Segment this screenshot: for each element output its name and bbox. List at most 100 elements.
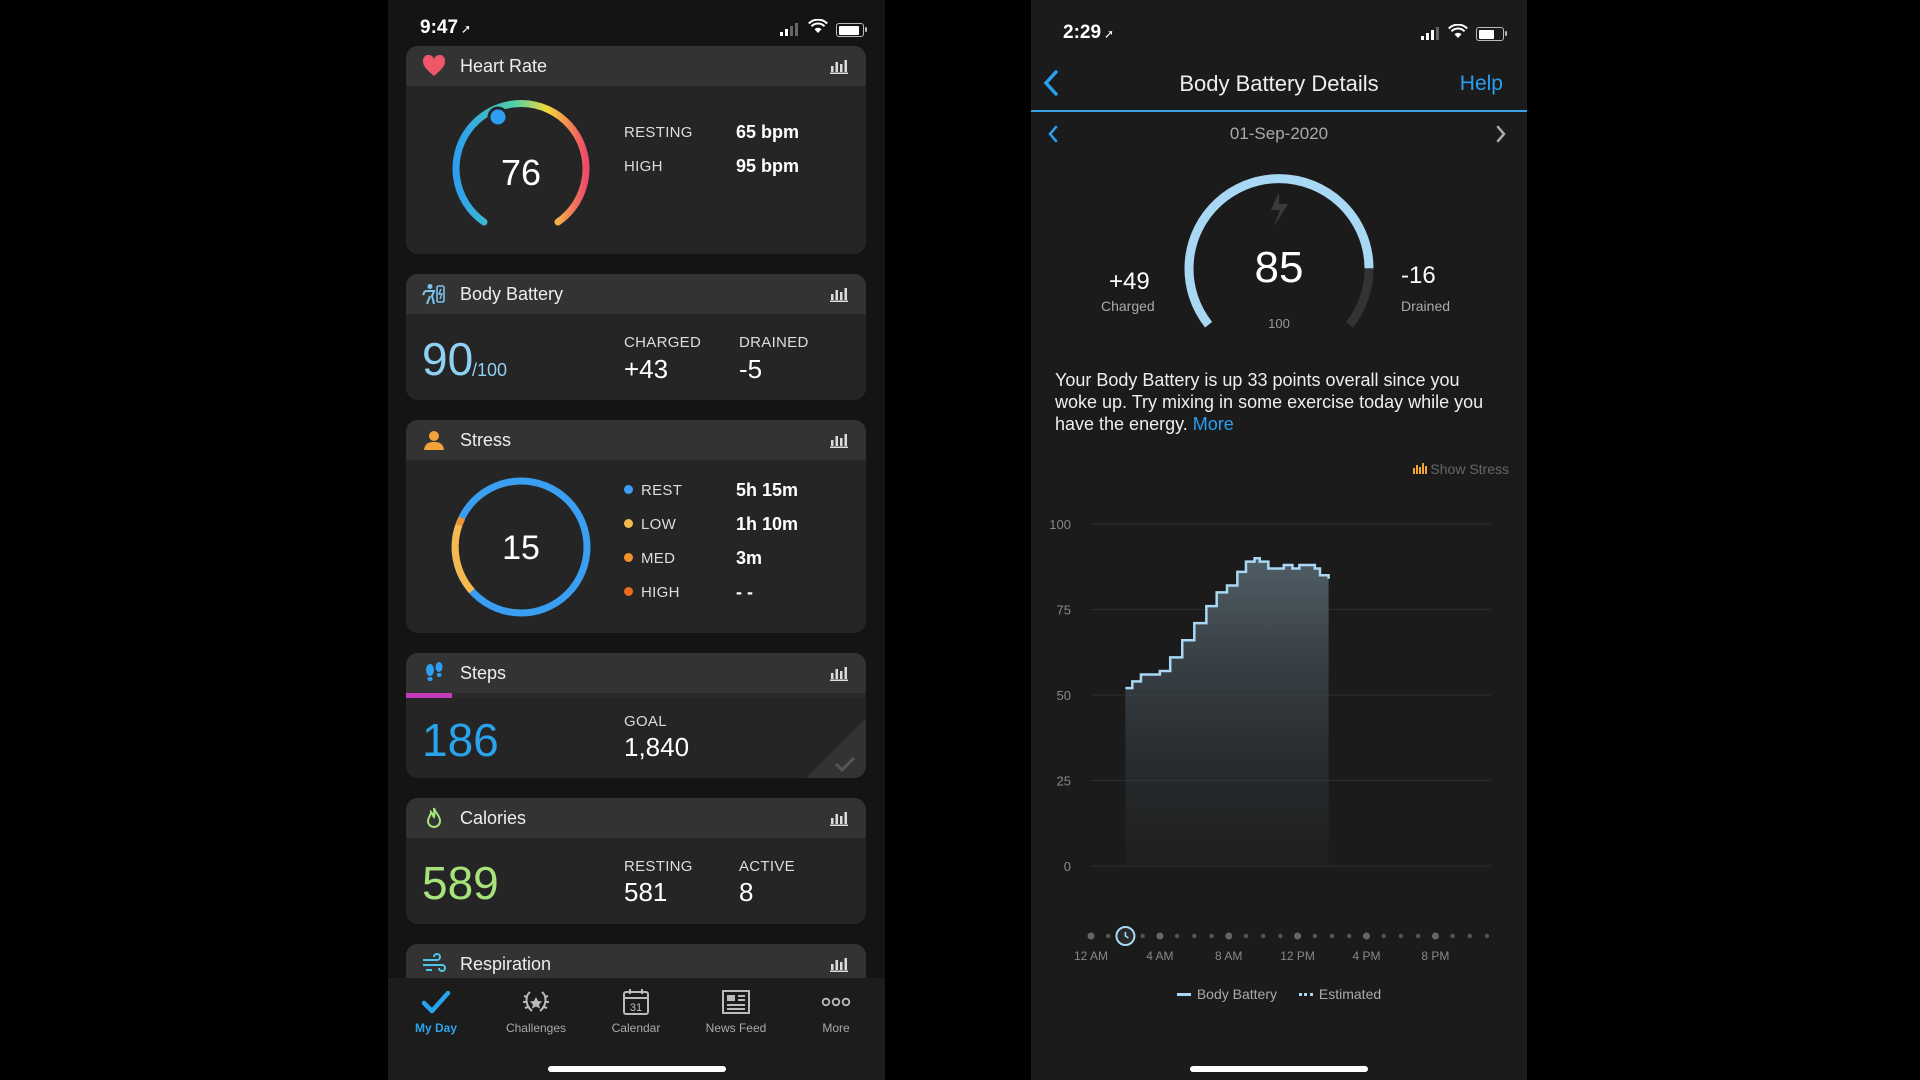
previous-day-icon[interactable] (1047, 125, 1059, 143)
body-battery-title: Body Battery (460, 284, 564, 304)
footprints-icon (426, 662, 443, 681)
tab-my-day-label: My Day (414, 1021, 458, 1035)
status-bar: 9:47 ➚ (388, 0, 885, 50)
goal-label: GOAL (624, 713, 667, 730)
signal-icon (1421, 27, 1439, 40)
heart-rate-header[interactable]: Heart Rate (406, 46, 866, 86)
legend-swatch-body-battery (1176, 993, 1191, 996)
stress-card[interactable]: Stress 15 REST 5h 15m LOW 1h 10m MED 3m HIGH - … (406, 420, 866, 633)
y-tick-label: 100 (1049, 517, 1071, 532)
heart-rate-value: 76 (501, 152, 541, 193)
newspaper-icon (722, 990, 750, 1014)
location-arrow-icon: ➚ (1104, 27, 1115, 41)
bar-chart-icon[interactable] (830, 810, 848, 826)
x-axis-hour-dot (1294, 932, 1302, 940)
steps-progress-fill (406, 693, 452, 698)
tab-news-feed-label: News Feed (705, 1021, 767, 1035)
x-axis-hour-dot (1174, 933, 1180, 939)
body-battery-chart: 100 75 50 25 0 12 AM 4 AM 8 AM 12 PM 4 PM 8 PM (1049, 517, 1491, 963)
respiration-header[interactable]: Respiration (406, 944, 866, 984)
stress-high-value: - - (736, 582, 753, 602)
calories-card[interactable]: Calories 589 RESTING 581 ACTIVE 8 (406, 798, 866, 924)
next-day-icon[interactable] (1495, 125, 1507, 143)
heart-rate-card[interactable]: Heart Rate 76 RESTING 65 bpm HIGH 95 bpm (406, 46, 866, 254)
gauge-max-label: 100 (1268, 316, 1290, 331)
my-day-screen: 9:47 ➚ Heart Rate 76 RESTING 65 (388, 0, 885, 1080)
x-tick-label: 4 AM (1146, 949, 1173, 963)
lightning-bolt-icon (1271, 192, 1288, 226)
body-battery-level: 85 (1255, 243, 1304, 292)
calories-header[interactable]: Calories (406, 798, 866, 838)
stress-med-label: MED (624, 550, 675, 567)
stress-rest-dot (624, 485, 633, 494)
more-dots-icon (821, 997, 851, 1007)
drained-label: Drained (1401, 298, 1451, 314)
home-indicator[interactable] (1190, 1066, 1368, 1072)
flame-icon (426, 807, 442, 828)
home-indicator[interactable] (547, 1066, 726, 1072)
x-axis-hour-dot (1431, 932, 1439, 940)
stress-low-label: LOW (624, 516, 676, 533)
stress-high-label: HIGH (624, 584, 680, 601)
bar-chart-icon[interactable] (830, 286, 848, 302)
body-battery-icon (422, 284, 445, 305)
x-axis-hour-dot (1209, 933, 1214, 939)
y-tick-label: 0 (1064, 859, 1071, 874)
x-tick-label: 12 AM (1074, 949, 1108, 963)
body-battery-header[interactable]: Body Battery (406, 274, 866, 314)
y-tick-label: 25 (1057, 774, 1071, 789)
show-stress-toggle[interactable]: Show Stress (1412, 461, 1509, 477)
calendar-icon: 31 (623, 989, 649, 1015)
bar-chart-icon[interactable] (830, 956, 848, 972)
x-axis-hour-dot (1450, 933, 1455, 939)
tab-more[interactable]: More (791, 988, 881, 1035)
steps-header[interactable]: Steps (406, 653, 866, 693)
tab-challenges-label: Challenges (505, 1021, 567, 1035)
body-battery-details-screen: 2:29 ➚ Body Battery Details Help 01-Sep-2… (1031, 0, 1527, 1080)
drained-value: -16 (1401, 262, 1436, 289)
x-axis-hour-dot (1398, 933, 1404, 939)
resting-value: 65 bpm (736, 122, 800, 142)
charged-label: Charged (1101, 298, 1155, 314)
x-axis-hour-dot (1106, 933, 1111, 939)
chart-legend-row: Body Battery Estimated (1031, 986, 1527, 1002)
heart-rate-title: Heart Rate (460, 56, 548, 76)
selected-date: 01-Sep-2020 (1229, 124, 1329, 143)
body-battery-value: 90 (422, 333, 474, 385)
back-chevron-icon[interactable] (1043, 70, 1059, 96)
drained-label: DRAINED (739, 334, 809, 351)
stress-bars-icon (1412, 463, 1427, 474)
active-calories-label: ACTIVE (739, 858, 795, 875)
tab-news-feed[interactable]: News Feed (691, 988, 781, 1035)
body-battery-card[interactable]: Body Battery 90 /100 CHARGED +43 DRAINED… (406, 274, 866, 400)
x-axis-hour-dot (1278, 933, 1283, 939)
body-battery-gauge: 85 100 (1184, 174, 1374, 331)
tab-calendar-label: Calendar (611, 1021, 661, 1035)
x-tick-label: 12 PM (1280, 949, 1315, 963)
body-battery-line (1125, 556, 1330, 690)
tab-calendar[interactable]: 31 Calendar (591, 988, 681, 1035)
tab-challenges[interactable]: Challenges (491, 988, 581, 1035)
legend-swatch-estimated (1298, 993, 1313, 996)
x-axis-hour-dot (1362, 932, 1370, 940)
steps-card[interactable]: Steps 186 GOAL 1,840 (406, 653, 866, 778)
more-link[interactable]: More (1192, 414, 1234, 434)
drained-value: -5 (739, 354, 763, 384)
heart-rate-gauge: 76 (452, 100, 590, 226)
stress-header[interactable]: Stress (406, 420, 866, 460)
bar-chart-icon[interactable] (830, 665, 848, 681)
tab-my-day[interactable]: My Day (391, 988, 481, 1035)
legend-estimated: Estimated (1318, 986, 1382, 1002)
calendar-day-number: 31 (630, 1002, 642, 1014)
calories-value: 589 (422, 857, 499, 909)
steps-progress-track (406, 693, 866, 698)
x-tick-label: 8 AM (1215, 949, 1242, 963)
bar-chart-icon[interactable] (830, 58, 848, 74)
x-axis-hour-dot (1260, 933, 1266, 939)
bar-chart-icon[interactable] (830, 432, 848, 448)
y-tick-label: 50 (1057, 688, 1071, 703)
help-button[interactable]: Help (1459, 72, 1503, 95)
summary-text: Your Body Battery is up 33 points overal… (1055, 369, 1505, 435)
high-value: 95 bpm (736, 156, 800, 176)
battery-icon (1476, 27, 1507, 41)
